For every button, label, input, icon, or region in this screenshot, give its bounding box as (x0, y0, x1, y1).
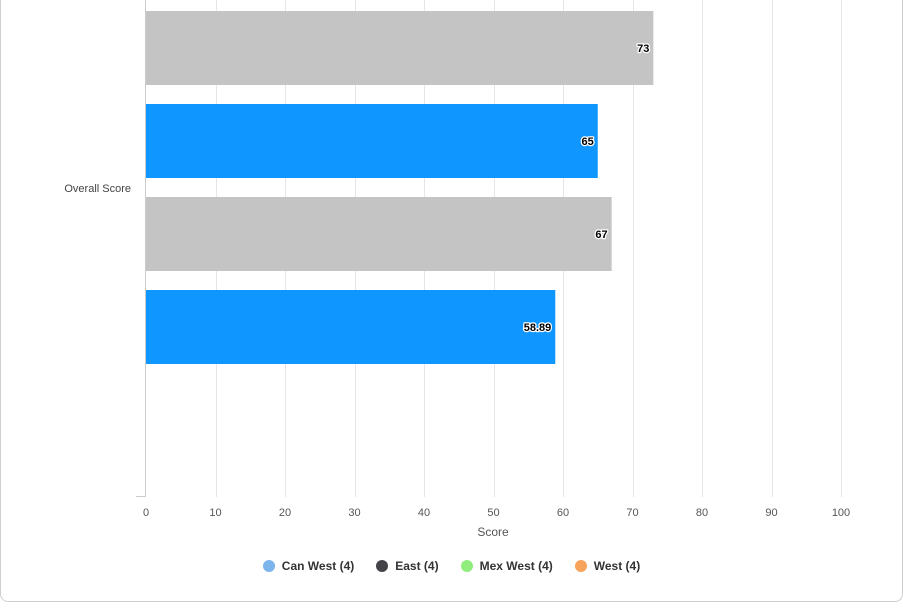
legend-marker-icon (460, 560, 473, 572)
x-tick-label: 30 (348, 507, 360, 519)
bar[interactable] (146, 104, 598, 178)
bar[interactable] (146, 197, 612, 271)
bar-data-label: 73 (637, 43, 649, 55)
legend: Can West (4) East (4) Mex West (4) West (4) (0, 559, 903, 573)
x-tick-label: 80 (696, 507, 708, 519)
axes: 0 10 20 30 40 50 60 70 80 90 100 (136, 0, 850, 519)
bar-data-label: 67 (595, 229, 607, 241)
legend-item[interactable]: West (4) (574, 559, 641, 573)
category-label: Overall Score (64, 183, 131, 195)
legend-item[interactable]: Mex West (4) (460, 559, 553, 573)
x-tick-label: 100 (832, 507, 850, 519)
x-tick-label: 70 (626, 507, 638, 519)
legend-label: Mex West (4) (479, 559, 553, 573)
legend-label: East (4) (395, 559, 439, 573)
x-tick-label: 50 (487, 507, 499, 519)
legend-marker-icon (574, 560, 587, 572)
x-tick-label: 90 (765, 507, 777, 519)
bar-data-label: 58.89 (524, 322, 552, 334)
legend-marker-icon (376, 560, 389, 572)
x-tick-label: 20 (279, 507, 291, 519)
x-tick-label: 0 (143, 507, 149, 519)
x-tick-label: 10 (209, 507, 221, 519)
x-axis-title: Score (477, 525, 509, 539)
legend-item[interactable]: East (4) (376, 559, 439, 573)
bar[interactable] (146, 290, 556, 364)
legend-label: Can West (4) (281, 559, 355, 573)
x-tick-label: 40 (418, 507, 430, 519)
x-tick-label: 60 (557, 507, 569, 519)
legend-label: West (4) (593, 559, 641, 573)
legend-item[interactable]: Can West (4) (262, 559, 355, 573)
bar[interactable] (146, 11, 654, 85)
bar-series: 73 65 67 58.89 (146, 11, 654, 364)
bar-data-label: 65 (582, 136, 594, 148)
legend-marker-icon (262, 560, 275, 572)
